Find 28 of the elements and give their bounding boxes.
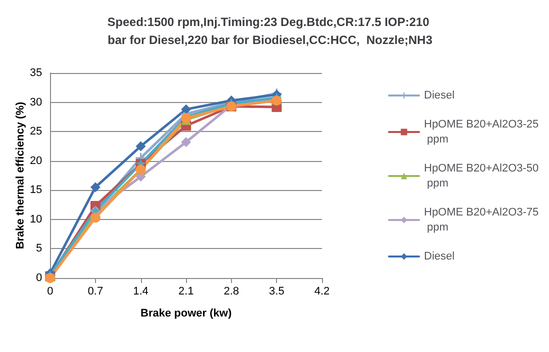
legend-label: HpOME B20+Al2O3-25 ppm (424, 118, 539, 146)
point (136, 141, 146, 152)
x-tick-label: 0.7 (88, 286, 104, 298)
x-tick-label: 1.4 (133, 286, 148, 298)
x-tick-label: 2.8 (224, 286, 240, 298)
legend-label: HpOME B20+Al2O3-50 ppm (424, 162, 539, 190)
point (90, 212, 100, 223)
x-tick-label: 2.1 (178, 286, 194, 298)
x-tick-label: 0 (47, 286, 54, 298)
x-tick-label: 3.5 (269, 286, 284, 298)
y-tick-label: 10 (30, 213, 42, 226)
y-tick-label: 35 (30, 67, 42, 79)
y-tick-label: 30 (30, 96, 42, 108)
legend-label: Diesel (424, 90, 455, 102)
y-tick-label: 20 (30, 154, 42, 167)
legend-label: HpOME B20+Al2O3-75 ppm (424, 206, 539, 234)
y-axis-title: Brake thermal efficiency (%) (14, 102, 26, 250)
point (90, 182, 100, 192)
point (181, 137, 192, 148)
y-tick-label: 15 (30, 184, 42, 196)
y-tick-label: 5 (36, 242, 42, 255)
chart-title: Speed:1500 rpm,Inj.Timing:23 Deg.Btdc,CR:17.5 IOP:210 bar for Diesel,220 bar for Biodiesel,CC:HCC, Nozzle;NH3 (107, 15, 433, 47)
y-tick-label: 25 (30, 126, 42, 138)
x-tick-label: 4.2 (314, 286, 330, 298)
legend-label: Diesel (424, 250, 455, 262)
x-axis-title: Brake power (kw) (140, 308, 232, 320)
point (181, 104, 192, 114)
y-tick-label: 0 (36, 272, 42, 284)
